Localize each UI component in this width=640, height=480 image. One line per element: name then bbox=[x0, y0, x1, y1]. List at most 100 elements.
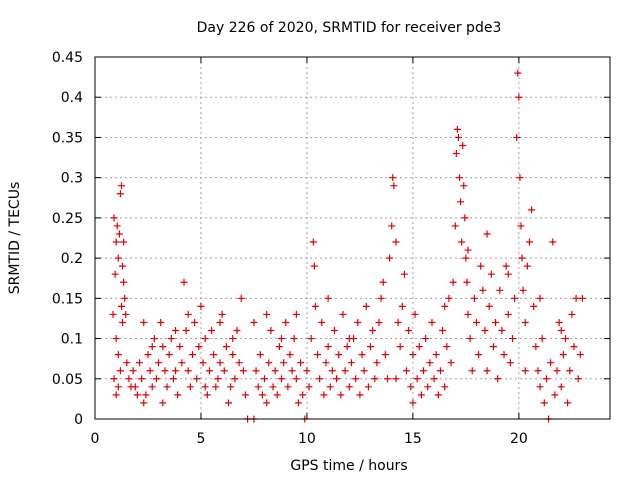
data-point bbox=[318, 318, 326, 326]
y-tick-label: 0.25 bbox=[52, 211, 83, 227]
data-point bbox=[500, 351, 508, 359]
data-point bbox=[133, 391, 141, 399]
data-point bbox=[182, 327, 190, 335]
data-point bbox=[203, 391, 211, 399]
data-point bbox=[110, 375, 118, 383]
y-tick-label: 0.2 bbox=[61, 251, 83, 267]
data-point bbox=[468, 367, 476, 375]
data-point bbox=[375, 318, 383, 326]
y-axis-label: SRMTID / TECUs bbox=[7, 182, 23, 295]
data-point bbox=[216, 359, 224, 367]
data-point bbox=[138, 375, 146, 383]
y-tick-label: 0.1 bbox=[61, 332, 83, 348]
data-point bbox=[286, 351, 294, 359]
y-tick-label: 0.35 bbox=[52, 130, 83, 146]
data-point bbox=[121, 294, 129, 302]
data-point bbox=[320, 391, 328, 399]
data-point bbox=[159, 343, 167, 351]
data-point bbox=[233, 327, 241, 335]
data-point bbox=[447, 359, 455, 367]
data-point bbox=[292, 375, 300, 383]
data-point bbox=[174, 391, 182, 399]
data-point bbox=[109, 310, 117, 318]
data-point bbox=[123, 359, 131, 367]
data-point bbox=[114, 351, 122, 359]
data-point bbox=[229, 335, 237, 343]
data-point bbox=[278, 335, 286, 343]
data-point bbox=[443, 343, 451, 351]
data-point bbox=[538, 335, 546, 343]
data-point bbox=[405, 327, 413, 335]
data-point bbox=[386, 254, 394, 262]
data-point bbox=[275, 343, 283, 351]
data-point bbox=[492, 318, 500, 326]
data-point bbox=[261, 375, 269, 383]
data-point bbox=[494, 375, 502, 383]
y-tick-label: 0.3 bbox=[61, 171, 83, 187]
data-point bbox=[566, 367, 574, 375]
data-point bbox=[117, 302, 125, 310]
data-point bbox=[195, 343, 203, 351]
data-point bbox=[326, 383, 334, 391]
data-point bbox=[208, 327, 216, 335]
data-point bbox=[142, 391, 150, 399]
data-point bbox=[470, 294, 478, 302]
data-point bbox=[449, 278, 457, 286]
data-point bbox=[172, 327, 180, 335]
data-point bbox=[551, 391, 559, 399]
data-point bbox=[184, 310, 192, 318]
data-point bbox=[362, 302, 370, 310]
data-point bbox=[210, 351, 218, 359]
data-point bbox=[115, 230, 123, 238]
data-point bbox=[528, 206, 536, 214]
data-point bbox=[303, 367, 311, 375]
data-point bbox=[540, 399, 548, 407]
data-point bbox=[117, 182, 125, 190]
data-point bbox=[432, 351, 440, 359]
data-point bbox=[514, 69, 522, 77]
data-point bbox=[518, 254, 526, 262]
data-point bbox=[452, 150, 460, 158]
data-point bbox=[172, 367, 180, 375]
data-point bbox=[146, 367, 154, 375]
data-point bbox=[229, 351, 237, 359]
data-point bbox=[157, 318, 165, 326]
data-point bbox=[519, 286, 527, 294]
data-point bbox=[341, 367, 349, 375]
data-point bbox=[570, 343, 578, 351]
data-point bbox=[136, 359, 144, 367]
x-tick-label: 5 bbox=[197, 431, 206, 447]
data-point bbox=[576, 351, 584, 359]
data-point bbox=[112, 238, 120, 246]
x-tick-label: 15 bbox=[404, 431, 422, 447]
data-point bbox=[434, 391, 442, 399]
data-point bbox=[113, 222, 121, 230]
data-point bbox=[530, 302, 538, 310]
data-point bbox=[152, 375, 160, 383]
data-point bbox=[256, 351, 264, 359]
x-tick-label: 0 bbox=[91, 431, 100, 447]
data-point bbox=[225, 399, 233, 407]
data-point bbox=[496, 286, 504, 294]
data-point bbox=[411, 310, 419, 318]
data-point bbox=[201, 383, 209, 391]
data-point bbox=[379, 278, 387, 286]
data-point bbox=[324, 294, 332, 302]
data-point bbox=[169, 375, 177, 383]
data-point bbox=[273, 391, 281, 399]
data-point bbox=[116, 190, 124, 198]
data-point bbox=[383, 375, 391, 383]
data-point bbox=[345, 335, 353, 343]
data-point bbox=[549, 238, 557, 246]
data-point bbox=[458, 238, 466, 246]
x-axis-label: GPS time / hours bbox=[290, 458, 407, 474]
data-point bbox=[122, 310, 130, 318]
data-point bbox=[513, 133, 521, 141]
data-point bbox=[517, 222, 525, 230]
data-point bbox=[310, 262, 318, 270]
data-point bbox=[324, 343, 332, 351]
data-point bbox=[167, 335, 175, 343]
data-point bbox=[466, 335, 474, 343]
data-point bbox=[394, 318, 402, 326]
